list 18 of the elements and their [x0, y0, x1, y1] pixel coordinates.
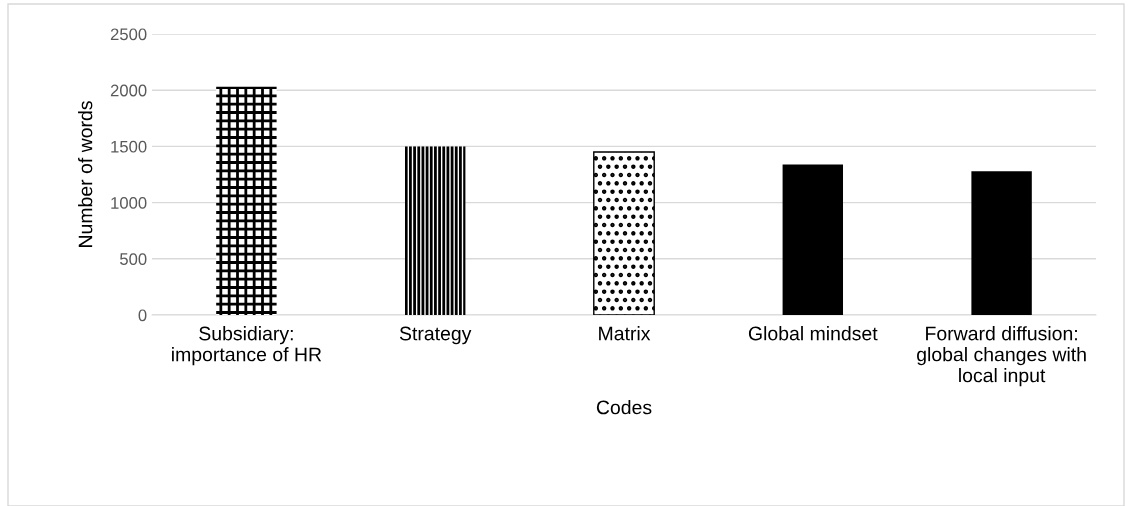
bar [782, 164, 844, 315]
y-axis-title: Number of words [78, 101, 93, 247]
y-tick-label: 1500 [111, 140, 147, 153]
bar [216, 86, 277, 315]
bar [593, 151, 655, 315]
x-tick-label: Matrix [599, 326, 651, 341]
y-tick-label: 2500 [110, 28, 147, 41]
bar [971, 171, 1032, 315]
y-tick-label: 500 [120, 253, 147, 265]
x-tick-label: Global mindset [748, 326, 878, 341]
x-tick-label: Strategy [399, 326, 472, 345]
x-axis-title: Codes [596, 400, 652, 415]
y-tick-label: 2000 [110, 84, 147, 97]
y-tick-label: 0 [138, 309, 147, 322]
bar [404, 146, 466, 315]
y-tick-label: 1000 [111, 197, 147, 209]
x-tick-label: Subsidiary: importance of HR [172, 326, 322, 366]
x-tick-label: Forward diffusion: global changes with local input [917, 326, 1086, 387]
